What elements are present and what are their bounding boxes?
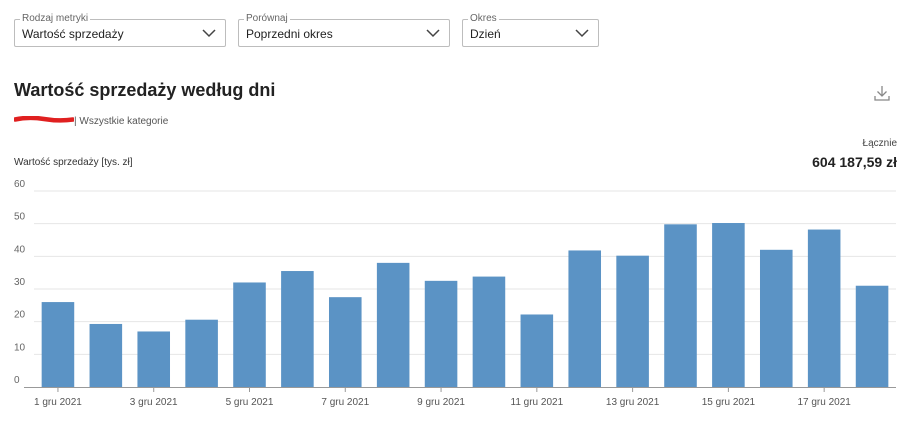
gridlines	[34, 190, 896, 355]
bar[interactable]	[89, 323, 123, 387]
y-tick-label: 0	[14, 375, 20, 386]
bar[interactable]	[520, 314, 554, 387]
category-subtitle: | Wszystkie kategorie	[74, 116, 169, 127]
y-tick-label: 20	[14, 310, 26, 321]
chart-title: Wartość sprzedaży według dni	[14, 80, 276, 100]
chevron-down-icon	[575, 29, 589, 38]
y-tick-label: 60	[14, 179, 26, 190]
y-tick-label: 50	[14, 212, 26, 223]
x-tick-label: 1 gru 2021	[34, 397, 82, 408]
bar[interactable]	[328, 297, 362, 387]
compare-select-legend: Porównaj	[244, 12, 290, 26]
bar[interactable]	[616, 255, 649, 387]
chevron-down-icon	[202, 29, 216, 38]
bar[interactable]	[185, 319, 218, 387]
y-tick-label: 40	[14, 244, 26, 255]
metric-select-value: Wartość sprzedaży	[22, 27, 124, 41]
bar[interactable]	[759, 249, 793, 387]
total-value: 604 187,59 zł	[812, 154, 897, 170]
period-select[interactable]: Okres Dzień	[462, 12, 599, 47]
y-axis-label: Wartość sprzedaży [tys. zł]	[14, 157, 133, 168]
y-tick-label: 30	[14, 277, 26, 288]
bar[interactable]	[664, 224, 697, 387]
metric-select[interactable]: Rodzaj metryki Wartość sprzedaży	[14, 12, 226, 47]
period-select-legend: Okres	[468, 12, 499, 26]
bar[interactable]	[712, 223, 745, 387]
x-tick-label: 11 gru 2021	[511, 397, 564, 408]
compare-select-value: Poprzedni okres	[246, 27, 333, 41]
bars	[41, 223, 889, 387]
period-select-value: Dzień	[470, 27, 501, 41]
redaction-mark	[14, 116, 74, 123]
axes: 0 10 20 30 40 50 60 1 gru 2021 3 gru 2021 5 gru 2…	[14, 179, 896, 408]
x-tick-label: 15 gru 2021	[702, 397, 756, 408]
bar[interactable]	[376, 262, 410, 387]
x-tick-label: 17 gru 2021	[797, 397, 851, 408]
bar[interactable]	[472, 276, 506, 387]
x-tick-label: 5 gru 2021	[226, 397, 274, 408]
x-tick-label: 3 gru 2021	[130, 397, 178, 408]
x-tick-label: 9 gru 2021	[417, 397, 465, 408]
compare-select[interactable]: Porównaj Poprzedni okres	[238, 12, 450, 47]
bar[interactable]	[41, 302, 75, 387]
x-tick-label: 13 gru 2021	[606, 397, 660, 408]
download-icon[interactable]	[873, 84, 891, 102]
bar[interactable]	[281, 271, 314, 387]
y-tick-label: 10	[14, 342, 26, 353]
x-tick-label: 7 gru 2021	[321, 397, 369, 408]
metric-select-legend: Rodzaj metryki	[20, 12, 91, 26]
bar[interactable]	[233, 282, 266, 387]
chevron-down-icon	[426, 29, 440, 38]
bar[interactable]	[137, 331, 171, 387]
bar[interactable]	[855, 285, 889, 387]
bar[interactable]	[807, 229, 841, 387]
bar[interactable]	[424, 280, 458, 387]
bar[interactable]	[568, 250, 602, 387]
total-label: Łącznie	[862, 138, 897, 149]
